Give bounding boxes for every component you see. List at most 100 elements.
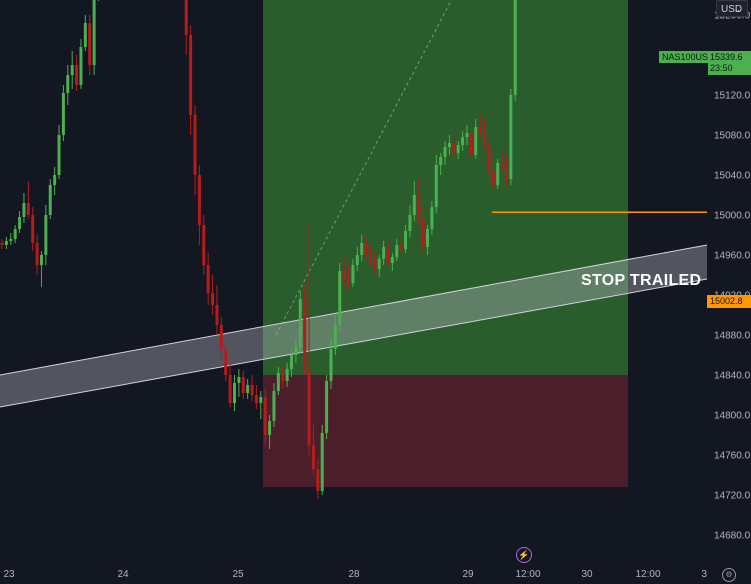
candle-body <box>386 247 390 263</box>
candle-body <box>61 93 65 135</box>
price-tick-label: 15080.0 <box>714 131 751 142</box>
candle-body <box>377 259 381 269</box>
candle-body <box>4 241 8 245</box>
candle-body <box>333 325 337 349</box>
candle-body <box>285 369 289 381</box>
candle-body <box>35 243 39 265</box>
candle-body <box>351 265 355 283</box>
candle-body <box>500 163 504 167</box>
candle-body <box>263 397 267 435</box>
target-zone[interactable] <box>263 0 628 375</box>
candle-body <box>504 167 508 179</box>
candle-body <box>325 381 329 433</box>
candle-body <box>303 299 307 369</box>
price-tick-label: 14840.0 <box>714 371 751 382</box>
candle-body <box>31 215 35 243</box>
candle-body <box>316 469 320 491</box>
candle-body <box>439 157 443 165</box>
flash-icon[interactable]: ⚡ <box>516 547 532 563</box>
candle-body <box>281 373 285 381</box>
candle-body <box>355 255 359 265</box>
candle-body <box>88 23 92 65</box>
candle-body <box>241 377 245 393</box>
candle-body <box>48 185 52 215</box>
channel-lower-line[interactable] <box>0 278 708 408</box>
time-tick-label: 12:00 <box>515 569 540 580</box>
candle-body <box>228 375 232 403</box>
price-tick-label: 14760.0 <box>714 451 751 462</box>
candle-body <box>298 299 302 347</box>
candle-body <box>447 143 451 147</box>
candle-body <box>44 215 48 255</box>
price-axis-background <box>707 0 751 566</box>
candle-body <box>268 421 272 435</box>
time-tick-label: 28 <box>348 569 360 580</box>
candle-body <box>224 349 228 375</box>
channel-upper-line[interactable] <box>0 244 708 376</box>
candle-body <box>412 195 416 215</box>
stop-price-tag: 15002.8 <box>707 295 751 308</box>
candle-body <box>53 175 57 185</box>
candle-body <box>373 259 377 269</box>
candle-body <box>417 195 421 219</box>
candle-body <box>434 165 438 207</box>
candle-body <box>443 147 447 157</box>
candle-body <box>232 383 236 403</box>
candle-body <box>360 243 364 255</box>
candle-body <box>404 231 408 249</box>
candle-body <box>219 325 223 349</box>
candle-body <box>70 65 74 75</box>
candle-body <box>66 75 70 93</box>
candle-body <box>461 137 465 145</box>
settings-icon[interactable]: ⚙ <box>722 568 736 582</box>
candle-body <box>79 47 83 85</box>
candle-body <box>491 171 495 185</box>
candle-body <box>39 255 43 265</box>
candle-body <box>22 203 26 217</box>
candle-body <box>259 397 263 403</box>
candle-body <box>456 145 460 153</box>
candle-body <box>0 243 4 245</box>
time-tick-label: 3 <box>701 569 707 580</box>
candle-body <box>399 245 403 249</box>
price-tick-label: 14800.0 <box>714 411 751 422</box>
candle-body <box>307 369 311 445</box>
candle-body <box>368 255 372 259</box>
price-tick-label: 15000.0 <box>714 211 751 222</box>
candle-body <box>469 133 473 155</box>
price-tick-label: 15120.0 <box>714 91 751 102</box>
stop-trailed-annotation[interactable]: STOP TRAILED <box>581 272 702 289</box>
candle-body <box>83 23 87 47</box>
candle-body <box>75 65 79 85</box>
candle-body <box>250 385 254 395</box>
candle-body <box>474 127 478 155</box>
candle-body <box>193 115 197 175</box>
time-tick-label: 12:00 <box>635 569 660 580</box>
currency-selector[interactable]: USD ⌄ <box>716 0 748 17</box>
candle-body <box>390 257 394 263</box>
time-tick-label: 30 <box>581 569 593 580</box>
candle-body <box>246 385 250 393</box>
candle-body <box>184 0 188 35</box>
candle-body <box>465 133 469 137</box>
candle-body <box>425 229 429 247</box>
chevron-down-icon: ⌄ <box>735 4 743 14</box>
candle-body <box>338 271 342 325</box>
price-tick-label: 14720.0 <box>714 491 751 502</box>
candle-body <box>347 279 351 283</box>
candle-body <box>202 225 206 265</box>
candle-body <box>189 35 193 115</box>
time-axis[interactable]: 23 24 25 28 29 12:00 30 12:00 3 <box>3 569 707 580</box>
candle-body <box>311 445 315 469</box>
candle-body <box>272 391 276 421</box>
price-channel[interactable] <box>0 245 707 407</box>
candle-body <box>513 0 517 95</box>
candle-body <box>290 355 294 369</box>
candle-body <box>18 217 22 229</box>
stop-zone[interactable] <box>263 375 628 487</box>
candle-body <box>364 243 368 255</box>
candle-body <box>509 95 513 179</box>
candles-group <box>0 0 517 499</box>
candle-body <box>329 349 333 381</box>
